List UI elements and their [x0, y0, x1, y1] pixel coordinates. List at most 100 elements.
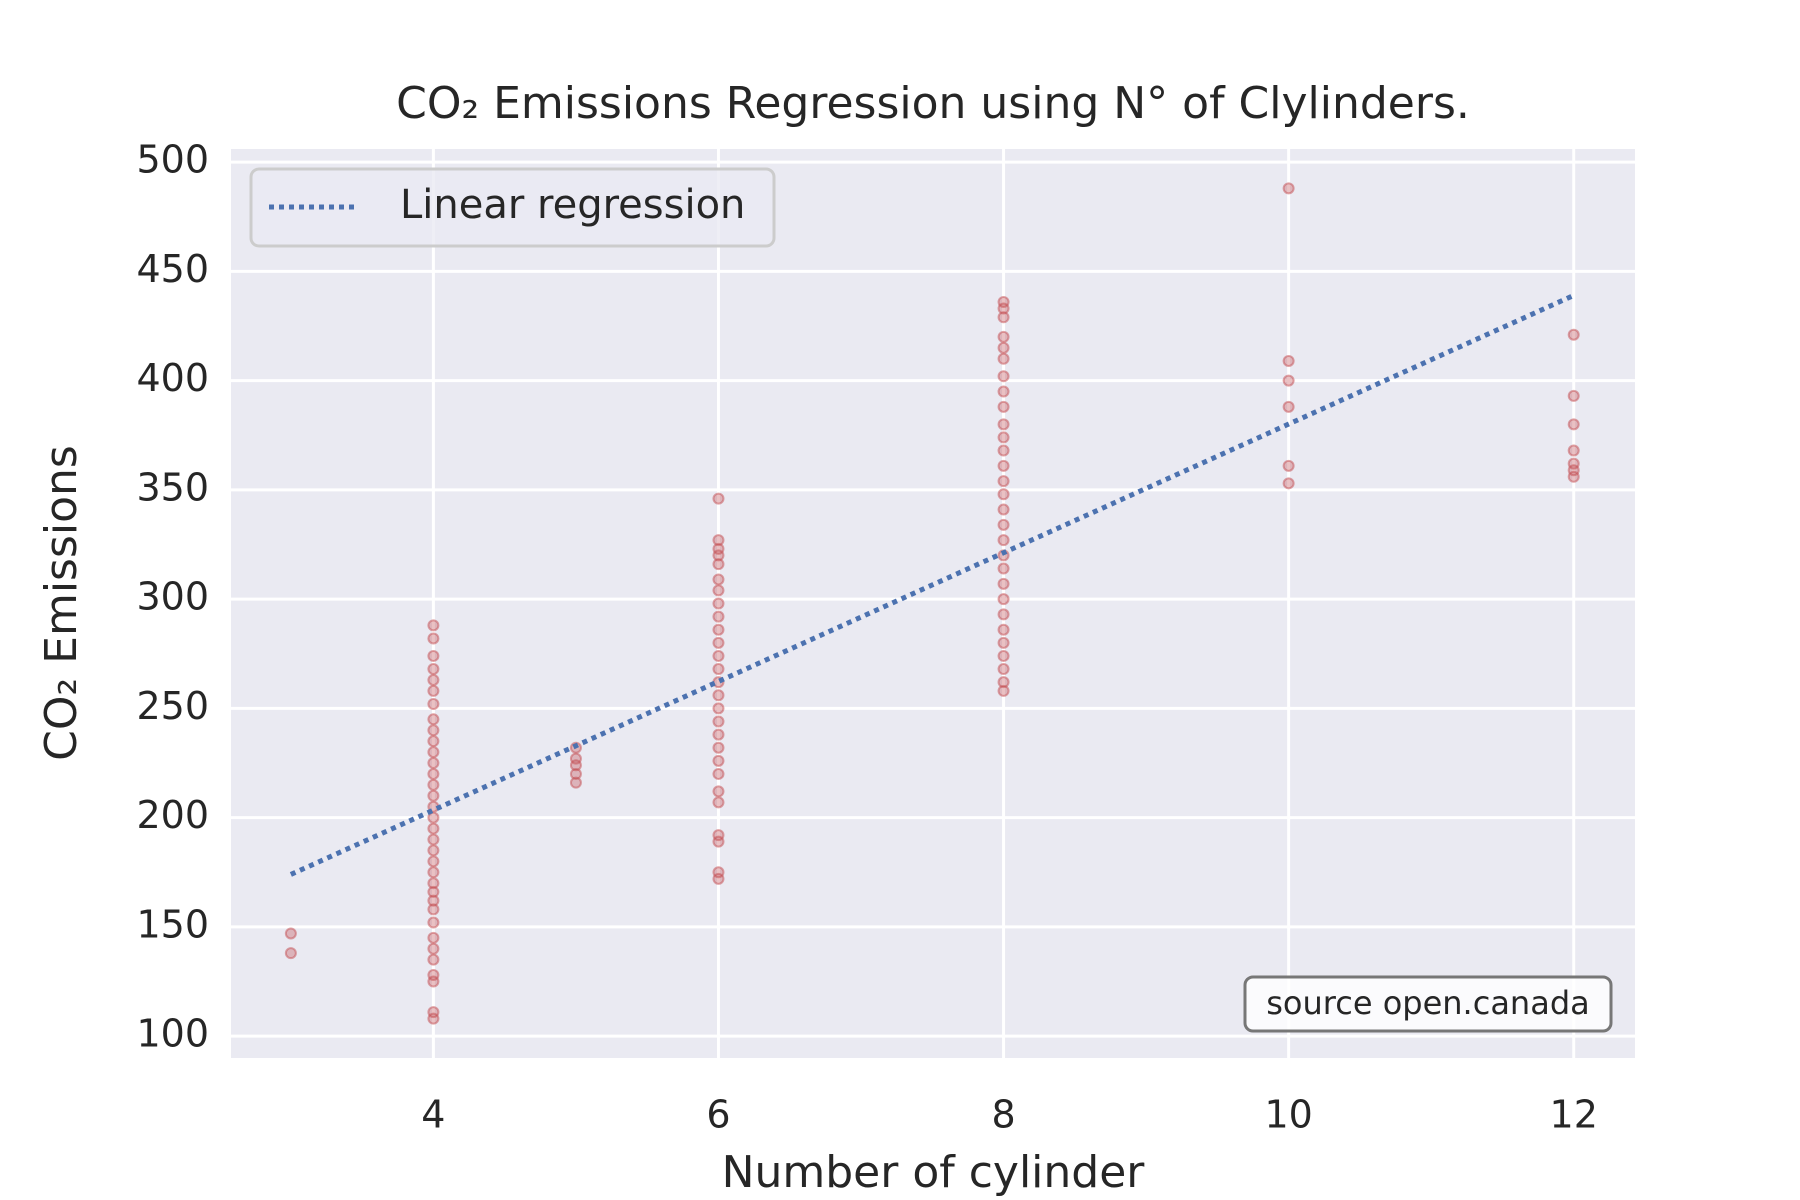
data-point — [427, 619, 440, 632]
data-point — [997, 385, 1010, 398]
data-point — [1567, 389, 1580, 402]
data-point — [997, 577, 1010, 590]
data-point — [997, 488, 1010, 501]
data-point — [427, 833, 440, 846]
data-point — [712, 785, 725, 798]
data-point — [1282, 374, 1295, 387]
data-point — [427, 767, 440, 780]
data-point — [427, 735, 440, 748]
legend-box — [249, 167, 776, 248]
data-point — [997, 649, 1010, 662]
y-tick-label: 100 — [136, 1012, 209, 1056]
data-point — [712, 584, 725, 597]
data-point — [712, 610, 725, 623]
data-point — [997, 459, 1010, 472]
y-tick-label: 250 — [136, 684, 209, 728]
annotation-box — [1243, 975, 1613, 1033]
data-point — [712, 558, 725, 571]
data-point — [712, 534, 725, 547]
data-point — [427, 757, 440, 770]
data-point — [427, 903, 440, 916]
data-point — [712, 597, 725, 610]
legend-label: Linear regression — [400, 182, 745, 228]
data-point — [712, 702, 725, 715]
data-point — [1282, 459, 1295, 472]
data-point — [997, 352, 1010, 365]
data-point — [427, 778, 440, 791]
data-point — [427, 649, 440, 662]
data-point — [712, 689, 725, 702]
plot-area — [231, 149, 1635, 1058]
data-point — [997, 431, 1010, 444]
data-point — [997, 623, 1010, 636]
data-point — [1567, 457, 1580, 470]
regression-line — [289, 293, 1575, 877]
data-point — [712, 636, 725, 649]
data-point — [997, 295, 1010, 308]
data-point — [712, 715, 725, 728]
data-point — [712, 492, 725, 505]
data-point — [997, 418, 1010, 431]
data-point — [1567, 328, 1580, 341]
data-point — [1282, 182, 1295, 195]
data-point — [427, 866, 440, 879]
data-point — [427, 931, 440, 944]
data-point — [1567, 418, 1580, 431]
data-point — [569, 776, 582, 789]
y-tick-label: 350 — [136, 465, 209, 509]
data-point — [997, 676, 1010, 689]
data-point — [997, 330, 1010, 343]
data-point — [427, 713, 440, 726]
data-point — [427, 877, 440, 890]
annotation: source open.canada — [1266, 984, 1589, 1022]
data-point — [712, 796, 725, 809]
data-point — [427, 789, 440, 802]
data-point — [427, 663, 440, 676]
data-point — [569, 752, 582, 765]
data-point — [427, 894, 440, 907]
x-tick-label: 4 — [421, 1093, 445, 1137]
y-tick-label: 200 — [136, 793, 209, 837]
data-point — [997, 562, 1010, 575]
data-point — [997, 608, 1010, 621]
data-point — [427, 953, 440, 966]
data-point — [712, 866, 725, 879]
data-point — [1282, 354, 1295, 367]
data-point — [569, 767, 582, 780]
data-point — [712, 829, 725, 842]
data-point — [427, 968, 440, 981]
data-point — [997, 663, 1010, 676]
data-point — [712, 767, 725, 780]
data-point — [427, 673, 440, 686]
x-tick-label: 12 — [1550, 1093, 1598, 1137]
data-point — [427, 844, 440, 857]
y-tick-label: 300 — [136, 575, 209, 619]
data-point — [427, 684, 440, 697]
data-point — [997, 518, 1010, 531]
data-point — [1567, 444, 1580, 457]
x-tick-label: 8 — [991, 1093, 1015, 1137]
data-point — [997, 475, 1010, 488]
data-point — [427, 698, 440, 711]
chart-title: CO₂ Emissions Regression using N° of Cly… — [396, 78, 1470, 129]
data-point — [284, 927, 297, 940]
data-point — [997, 370, 1010, 383]
data-point — [997, 444, 1010, 457]
data-point — [997, 311, 1010, 324]
data-point — [712, 741, 725, 754]
data-point — [997, 684, 1010, 697]
data-point — [427, 942, 440, 955]
data-point — [712, 754, 725, 767]
data-point — [284, 947, 297, 960]
data-point — [427, 724, 440, 737]
data-point — [712, 623, 725, 636]
data-point — [712, 649, 725, 662]
data-point — [427, 916, 440, 929]
data-point — [712, 663, 725, 676]
data-point — [997, 593, 1010, 606]
data-point — [1282, 477, 1295, 490]
data-point — [997, 341, 1010, 354]
data-point — [427, 632, 440, 645]
data-point — [1282, 400, 1295, 413]
